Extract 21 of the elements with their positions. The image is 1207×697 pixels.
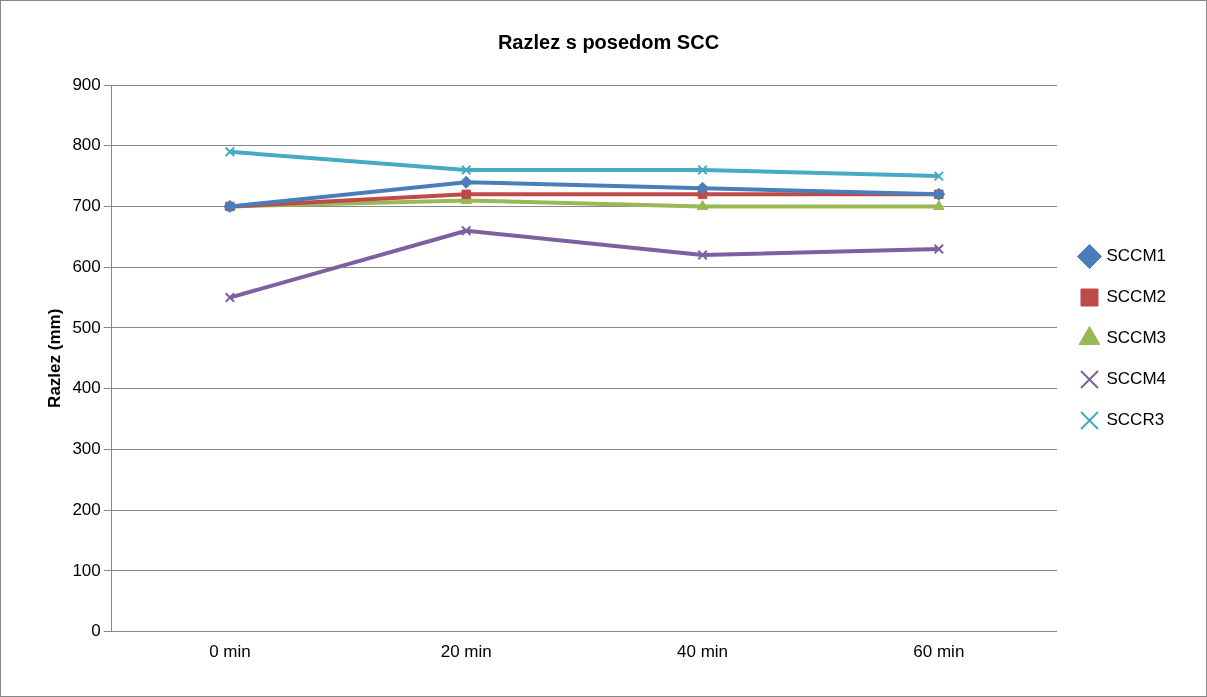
y-tick-label: 0: [91, 621, 101, 641]
y-tick-label: 600: [72, 256, 101, 276]
x-tick-label: 20 min: [440, 642, 492, 662]
y-tick-label: 500: [72, 317, 101, 337]
x-tick-label: 60 min: [913, 642, 965, 662]
y-tick-label: 200: [72, 499, 101, 519]
x-tick-label: 0 min: [209, 642, 251, 662]
legend-label: SCCM3: [1106, 328, 1167, 348]
legend-label: SCCM4: [1106, 369, 1167, 389]
y-tick-label: 300: [72, 439, 101, 459]
x-tick-label: 40 min: [677, 642, 729, 662]
y-axis-title: Razlez (mm): [44, 308, 64, 408]
y-tick-label: 800: [72, 135, 101, 155]
legend-label: SCCR3: [1106, 410, 1165, 430]
y-tick-label: 700: [72, 196, 101, 216]
y-tick-label: 400: [72, 378, 101, 398]
y-tick-label: 100: [72, 560, 101, 580]
y-tick-label: 900: [72, 74, 101, 94]
legend-label: SCCM1: [1106, 246, 1167, 266]
chart-title: Razlez s posedom SCC: [497, 30, 720, 53]
legend-label: SCCM2: [1106, 287, 1167, 307]
